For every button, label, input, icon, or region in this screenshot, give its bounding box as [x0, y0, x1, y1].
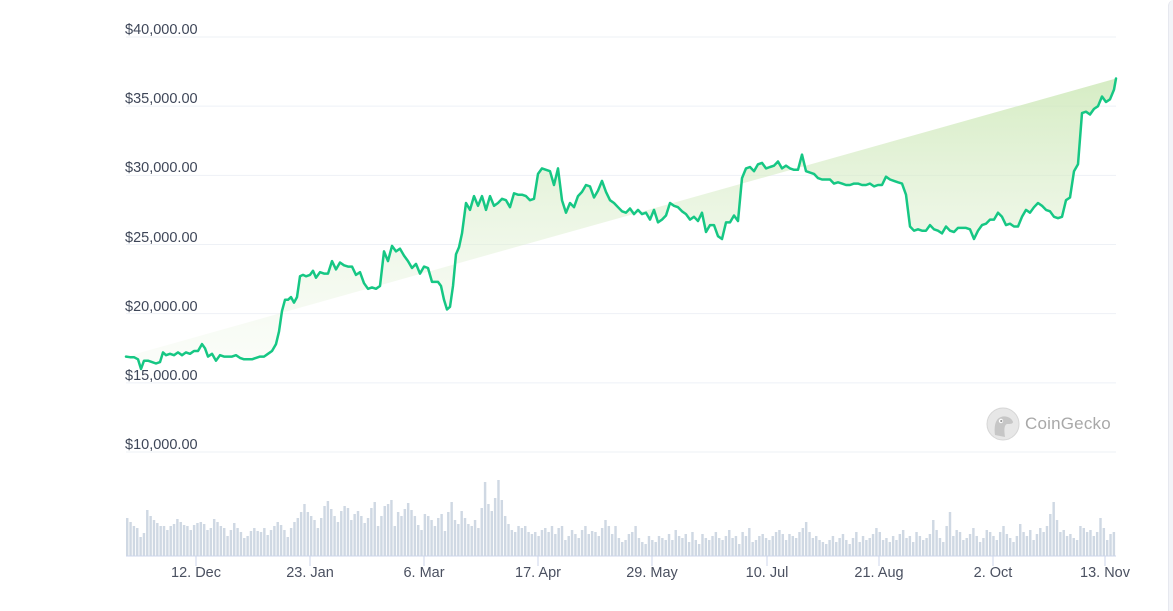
coingecko-watermark: CoinGecko	[986, 407, 1111, 441]
x-tick-label: 13. Nov	[1080, 565, 1130, 581]
gecko-logo-icon	[986, 407, 1020, 441]
y-tick-label: $25,000.00	[125, 229, 198, 246]
x-tick-label: 2. Oct	[973, 565, 1013, 581]
x-tick-label: 12. Dec	[171, 565, 221, 581]
y-tick-label: $15,000.00	[125, 367, 198, 384]
x-tick-label: 10. Jul	[745, 565, 789, 581]
watermark-text: CoinGecko	[1025, 414, 1111, 433]
y-tick-label: $40,000.00	[125, 22, 198, 38]
x-tick-label: 6. Mar	[403, 565, 445, 581]
x-tick-label: 23. Jan	[286, 565, 334, 581]
volume-bars	[126, 480, 1116, 556]
price-line[interactable]	[124, 77, 1118, 371]
x-tick-label: 17. Apr	[515, 565, 561, 581]
x-tick-label: 29. May	[626, 565, 678, 581]
y-tick-label: $30,000.00	[125, 160, 198, 177]
y-tick-label: $10,000.00	[125, 437, 198, 453]
y-tick-label: $20,000.00	[125, 298, 198, 315]
y-gridlines	[126, 36, 1116, 453]
x-tick-marks	[195, 556, 1106, 566]
x-tick-label: 21. Aug	[854, 565, 904, 581]
right-panel-edge	[1168, 0, 1173, 611]
y-tick-label: $35,000.00	[125, 91, 198, 108]
price-area-fill	[126, 78, 1116, 369]
